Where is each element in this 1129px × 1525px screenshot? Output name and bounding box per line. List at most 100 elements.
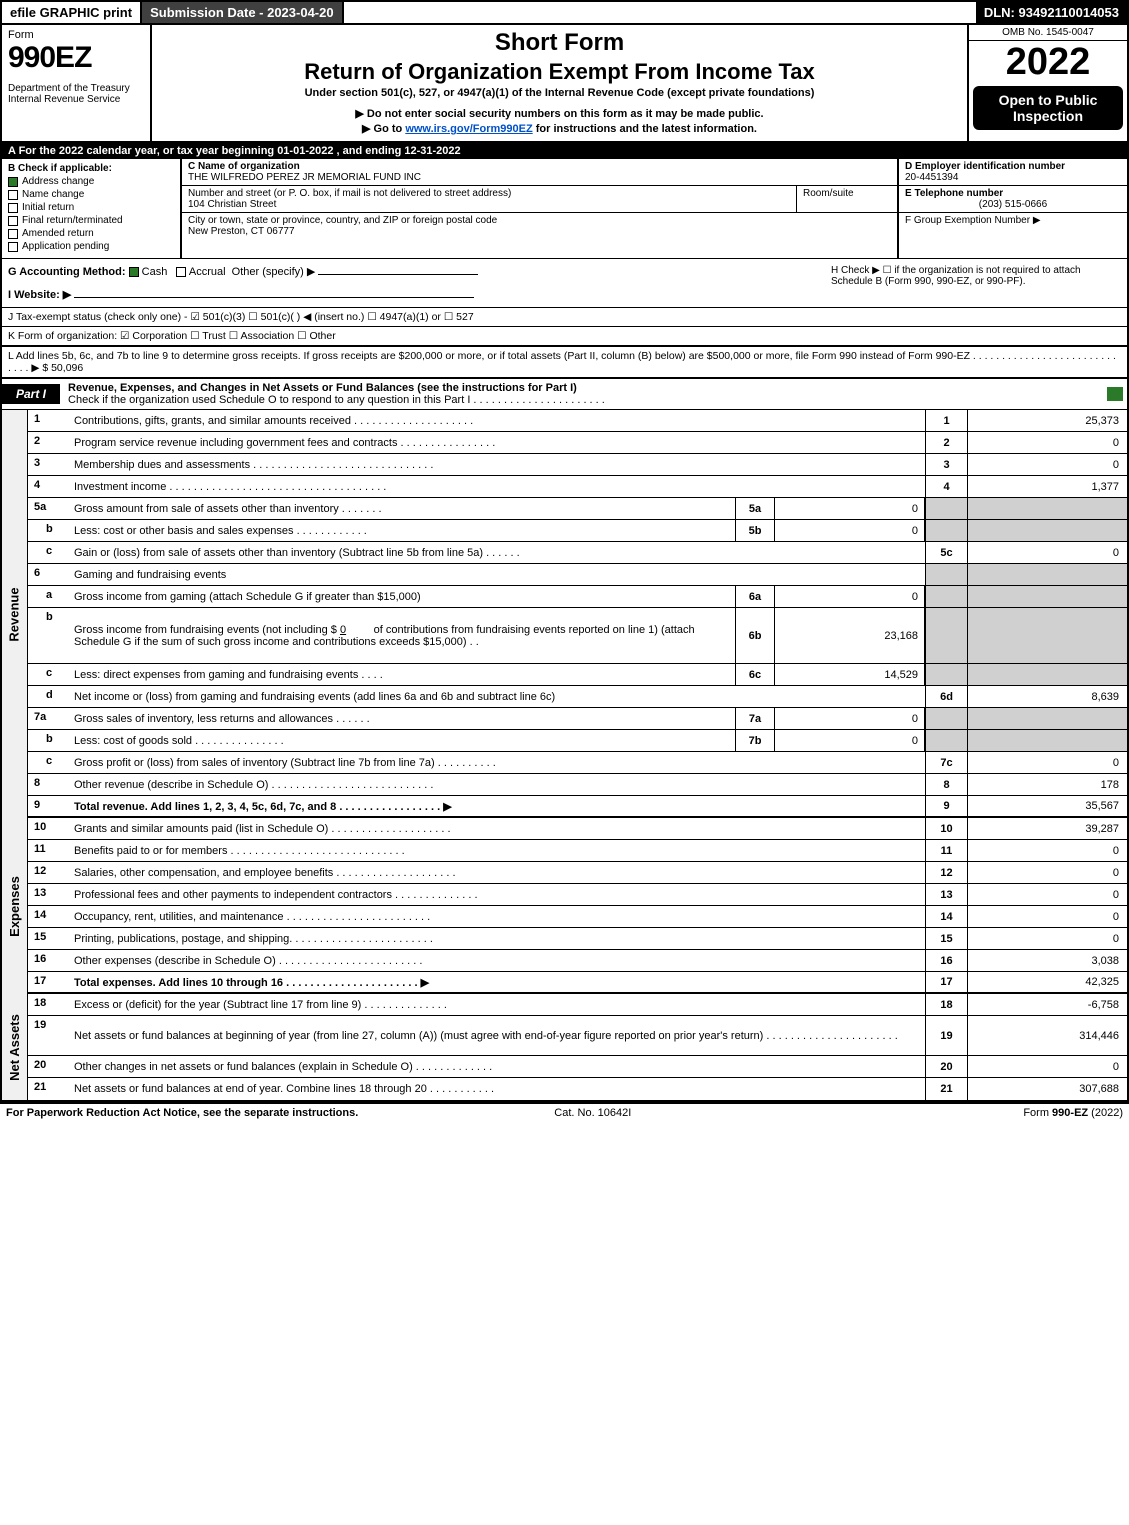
footer-right: Form 990-EZ (2022) [1023,1107,1123,1119]
lbl-initial-return: Initial return [22,202,74,213]
ln5c-rnum: 5c [925,542,967,563]
chk-initial-return[interactable] [8,203,18,213]
chk-application-pending[interactable] [8,242,18,252]
row-l-value: 50,096 [51,362,83,374]
ln10-rval: 39,287 [967,818,1127,839]
lbl-application-pending: Application pending [22,241,109,252]
revenue-table: Revenue 1Contributions, gifts, grants, a… [0,410,1129,818]
ln1-rval: 25,373 [967,410,1127,431]
top-bar: efile GRAPHIC print Submission Date - 20… [0,0,1129,25]
chk-cash[interactable] [129,267,139,277]
irs-url-link[interactable]: www.irs.gov/Form990EZ [405,123,532,135]
ln12-num: 12 [28,862,70,883]
footer-cat-no: Cat. No. 10642I [554,1107,631,1119]
street-label: Number and street (or P. O. box, if mail… [188,188,790,199]
ln2-rnum: 2 [925,432,967,453]
ln15-rval: 0 [967,928,1127,949]
street-value: 104 Christian Street [188,199,790,210]
ln1-desc: Contributions, gifts, grants, and simila… [70,410,925,431]
netassets-body: 18Excess or (deficit) for the year (Subt… [28,994,1127,1100]
col-c-org-info: C Name of organization THE WILFREDO PERE… [182,159,897,258]
ln9-desc-text: Total revenue. Add lines 1, 2, 3, 4, 5c,… [74,800,452,813]
dept-treasury: Department of the Treasury [8,83,144,94]
ln13-rnum: 13 [925,884,967,905]
ln16-num: 16 [28,950,70,971]
irs-label: Internal Revenue Service [8,94,144,105]
ln14-rval: 0 [967,906,1127,927]
telephone-value: (203) 515-0666 [905,199,1121,210]
ln5a-num: 5a [28,498,70,519]
ln7b-mn: 7b [735,730,775,751]
ln13-rval: 0 [967,884,1127,905]
part-1-checkbox[interactable] [1107,387,1123,401]
ln15-num: 15 [28,928,70,949]
ln6-desc: Gaming and fundraising events [70,564,925,585]
dln: DLN: 93492110014053 [976,2,1127,23]
ln19-rnum: 19 [925,1016,967,1055]
ln11-num: 11 [28,840,70,861]
ln18-num: 18 [28,994,70,1015]
ln8-rnum: 8 [925,774,967,795]
h-schedule-b: H Check ▶ ☐ if the organization is not r… [821,265,1121,301]
lbl-cash: Cash [142,266,168,278]
ln6b-rnum [925,608,967,663]
goto-link[interactable]: ▶ Go to www.irs.gov/Form990EZ for instru… [160,122,959,135]
ln14-rnum: 14 [925,906,967,927]
ln20-desc: Other changes in net assets or fund bala… [70,1056,925,1077]
org-name-label: C Name of organization [188,161,891,172]
ein-label: D Employer identification number [905,161,1121,172]
ln5a-desc: Gross amount from sale of assets other t… [70,498,735,519]
under-section: Under section 501(c), 527, or 4947(a)(1)… [160,87,959,99]
ln6a-mv: 0 [775,586,925,607]
ln2-num: 2 [28,432,70,453]
ln6d-num: d [28,686,70,707]
chk-address-change[interactable] [8,177,18,187]
ln5c-num: c [28,542,70,563]
ln17-rval: 42,325 [967,972,1127,992]
chk-amended[interactable] [8,229,18,239]
ln5a-mn: 5a [735,498,775,519]
ln5b-desc: Less: cost or other basis and sales expe… [70,520,735,541]
telephone-cell: E Telephone number (203) 515-0666 [899,186,1127,213]
ln7b-desc: Less: cost of goods sold . . . . . . . .… [70,730,735,751]
part-1-title: Revenue, Expenses, and Changes in Net As… [60,379,1107,409]
ln7c-rval: 0 [967,752,1127,773]
ln7a-rnum [925,708,967,729]
header-left: Form 990EZ Department of the Treasury In… [2,25,152,141]
ln6b-d1v: 0 [340,624,346,636]
ln5c-desc: Gain or (loss) from sale of assets other… [70,542,925,563]
ln7a-desc: Gross sales of inventory, less returns a… [70,708,735,729]
city-label: City or town, state or province, country… [188,215,891,226]
expenses-body: 10Grants and similar amounts paid (list … [28,818,1127,994]
ln6d-rnum: 6d [925,686,967,707]
ln7a-num: 7a [28,708,70,729]
lbl-accrual: Accrual [189,266,226,278]
short-form-title: Short Form [160,29,959,57]
ln19-desc: Net assets or fund balances at beginning… [70,1016,925,1055]
omb-number: OMB No. 1545-0047 [969,25,1127,41]
chk-name-change[interactable] [8,190,18,200]
part-1-title-text: Revenue, Expenses, and Changes in Net As… [68,382,577,394]
ln5b-mn: 5b [735,520,775,541]
ln11-rnum: 11 [925,840,967,861]
ln21-rval: 307,688 [967,1078,1127,1100]
chk-final-return[interactable] [8,216,18,226]
row-a-tax-year: A For the 2022 calendar year, or tax yea… [0,143,1129,159]
efile-label[interactable]: efile GRAPHIC print [2,2,140,23]
ln7c-num: c [28,752,70,773]
ln6a-desc: Gross income from gaming (attach Schedul… [70,586,735,607]
chk-accrual[interactable] [176,267,186,277]
form-header: Form 990EZ Department of the Treasury In… [0,25,1129,143]
ln5a-rnum [925,498,967,519]
ln14-desc: Occupancy, rent, utilities, and maintena… [70,906,925,927]
ln16-desc: Other expenses (describe in Schedule O) … [70,950,925,971]
part-1-tag: Part I [2,384,60,404]
ln20-num: 20 [28,1056,70,1077]
lbl-other-specify: Other (specify) ▶ [232,266,316,278]
ln6c-mn: 6c [735,664,775,685]
ln1-rnum: 1 [925,410,967,431]
row-l-gross-receipts: L Add lines 5b, 6c, and 7b to line 9 to … [0,347,1129,379]
ln19-num: 19 [28,1016,70,1055]
form-word: Form [8,29,144,41]
ln10-rnum: 10 [925,818,967,839]
